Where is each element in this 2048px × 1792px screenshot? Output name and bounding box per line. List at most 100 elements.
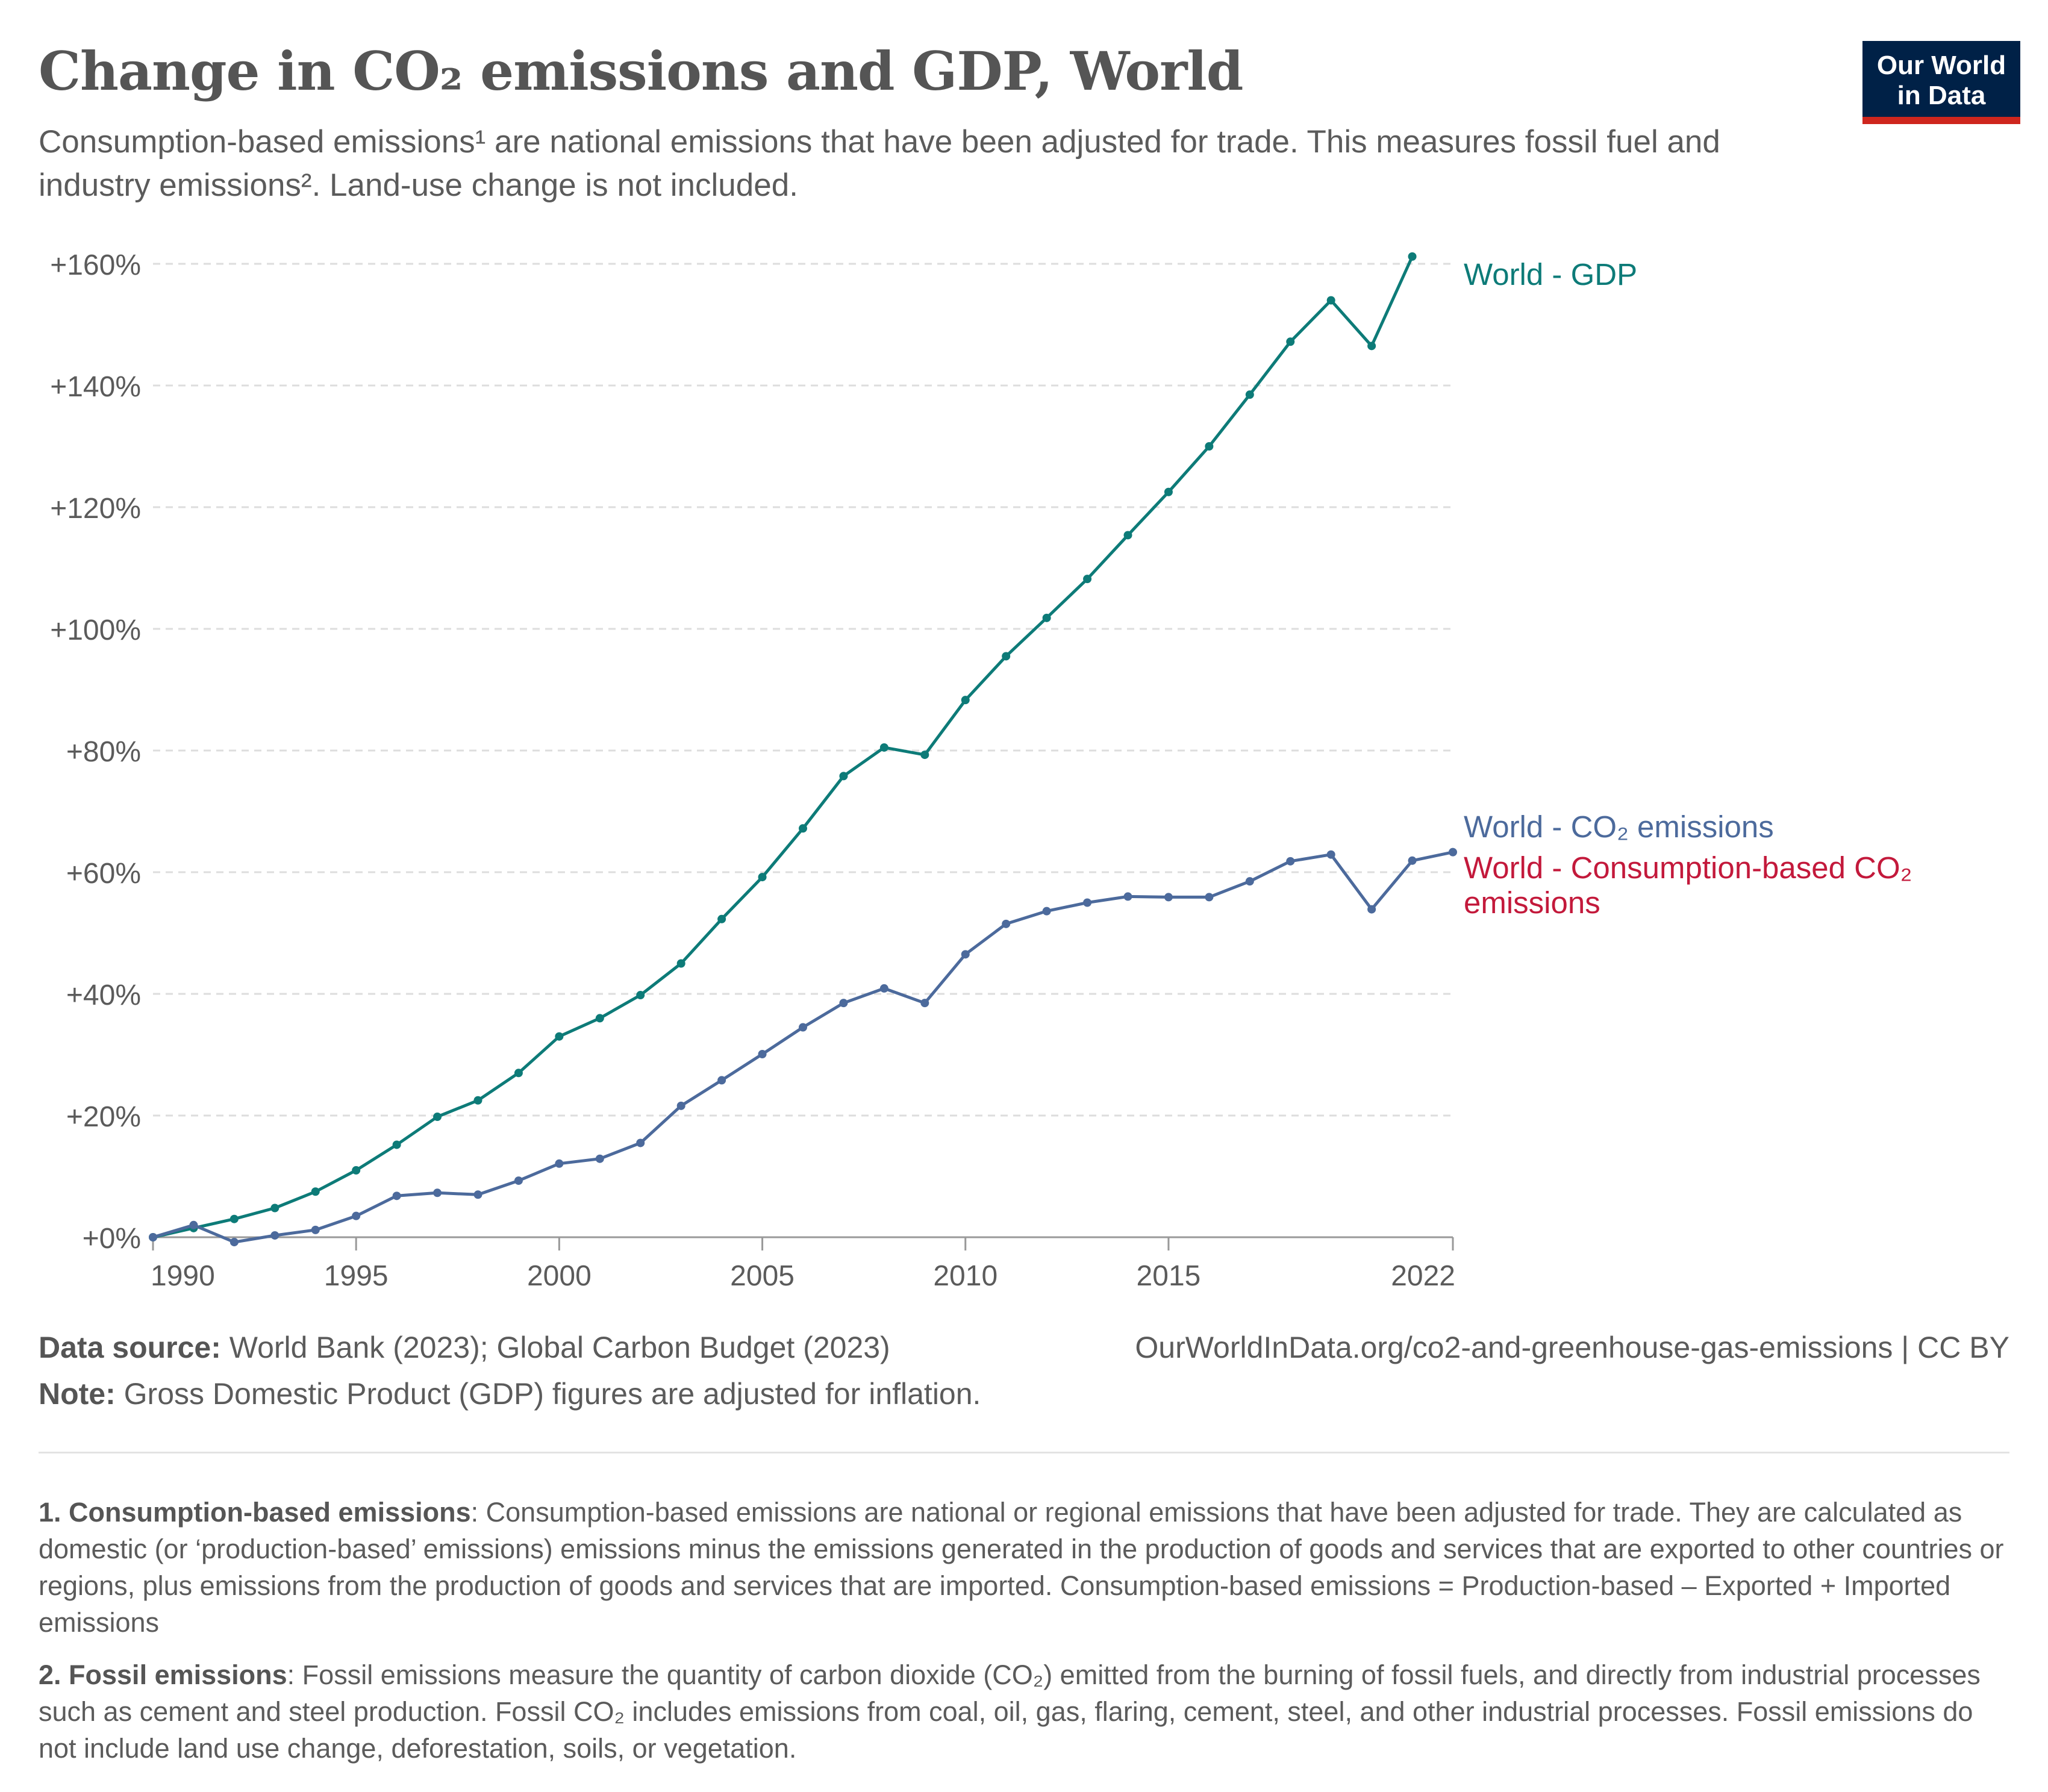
data-point-co2	[1408, 856, 1417, 865]
data-point-gdp	[1408, 252, 1417, 261]
data-point-co2	[270, 1231, 279, 1240]
logo-line-1: Our World	[1876, 51, 2006, 80]
x-tick-label: 2005	[730, 1260, 795, 1292]
data-source-text: World Bank (2023); Global Carbon Budget …	[220, 1331, 890, 1364]
data-point-co2	[1164, 893, 1173, 902]
data-point-co2	[799, 1023, 807, 1032]
note-label: Note:	[39, 1377, 116, 1411]
y-tick-label: +80%	[66, 736, 141, 768]
series-label-consumption-line2: emissions	[1464, 885, 1600, 920]
y-tick-label: +140%	[50, 371, 141, 403]
data-point-co2	[920, 999, 929, 1008]
series-labels: World - GDP World - CO₂ emissions World - …	[1464, 257, 1912, 920]
data-point-co2	[1123, 892, 1132, 901]
data-point-co2	[839, 999, 848, 1008]
footnote-1-text: : Consumption-based emissions are nation…	[39, 1497, 2004, 1638]
data-point-co2	[636, 1138, 645, 1147]
data-point-gdp	[920, 751, 929, 760]
footnote-fossil-emissions: 2. Fossil emissions: Fossil emissions me…	[39, 1656, 2009, 1767]
data-point-co2	[1245, 877, 1254, 886]
owid-logo[interactable]: Our World in Data	[1862, 41, 2020, 124]
y-tick-label: +20%	[66, 1101, 141, 1133]
data-point-gdp	[270, 1204, 279, 1213]
data-point-gdp	[636, 991, 645, 1000]
data-point-co2	[595, 1154, 604, 1163]
series-label-gdp: World - GDP	[1464, 257, 1637, 292]
data-point-co2	[514, 1176, 523, 1185]
data-point-co2	[1326, 850, 1335, 859]
series-line-gdp	[151, 255, 1414, 1239]
data-point-gdp	[961, 696, 970, 705]
data-point-co2	[433, 1188, 442, 1197]
data-point-gdp	[392, 1140, 401, 1149]
note-text: Gross Domestic Product (GDP) figures are…	[115, 1377, 981, 1411]
x-tick-label: 1995	[324, 1260, 389, 1292]
data-point-co2	[229, 1238, 239, 1247]
data-point-gdp	[1123, 531, 1132, 540]
data-point-gdp	[1002, 652, 1011, 661]
y-tick-label: +160%	[50, 249, 141, 281]
data-point-gdp	[879, 743, 888, 752]
data-point-gdp	[1367, 342, 1376, 351]
grid-lines	[153, 263, 1453, 1117]
data-point-gdp	[717, 914, 726, 923]
data-point-co2	[961, 950, 970, 959]
data-point-gdp	[1164, 487, 1173, 496]
data-point-gdp	[1245, 390, 1254, 399]
data-point-co2	[189, 1220, 198, 1229]
footnote-2-text: : Fossil emissions measure the quantity …	[39, 1659, 1981, 1764]
data-point-gdp	[1042, 613, 1051, 622]
data-point-gdp	[311, 1187, 320, 1196]
data-point-gdp	[1083, 575, 1092, 584]
chart-title: Change in CO₂ emissions and GDP, World	[39, 40, 1243, 102]
series-line-co2	[151, 851, 1455, 1244]
x-tick-label: 2000	[527, 1260, 592, 1292]
data-point-co2	[717, 1076, 726, 1085]
footnote-2-label: 2. Fossil emissions	[39, 1659, 287, 1690]
y-tick-label: +120%	[50, 493, 141, 525]
data-point-co2	[1449, 848, 1457, 857]
x-tick-label: 2015	[1137, 1260, 1201, 1292]
series-label-consumption-line1: World - Consumption-based CO₂	[1464, 851, 1912, 885]
data-point-gdp	[352, 1166, 361, 1175]
y-tick-label: +100%	[50, 614, 141, 646]
footnote-consumption-based: 1. Consumption-based emissions: Consumpt…	[39, 1494, 2009, 1641]
data-point-gdp	[799, 824, 807, 833]
data-point-co2	[311, 1225, 320, 1234]
chart-subtitle: Consumption-based emissions¹ are nationa…	[39, 124, 1720, 203]
data-point-co2	[1205, 893, 1214, 902]
data-point-gdp	[1286, 337, 1295, 346]
axes: +0% +20% +40% +60% +80% +100% +120% +140% +160% 1…	[50, 249, 1455, 1292]
data-point-gdp	[514, 1069, 523, 1078]
data-point-gdp	[555, 1032, 564, 1041]
y-tick-label: +0%	[83, 1223, 141, 1255]
data-point-gdp	[229, 1214, 239, 1223]
line-chart: +0% +20% +40% +60% +80% +100% +120% +140% +160% 1…	[50, 249, 1912, 1292]
data-source: Data source: World Bank (2023); Global C…	[39, 1330, 890, 1365]
chart-note: Note: Gross Domestic Product (GDP) figur…	[39, 1376, 981, 1411]
data-point-co2	[555, 1159, 564, 1168]
data-point-gdp	[595, 1014, 604, 1023]
data-point-gdp	[1205, 442, 1214, 451]
x-tick-label: 1990	[151, 1260, 215, 1292]
source-url-link[interactable]: OurWorldInData.org/co2-and-greenhouse-ga…	[1135, 1331, 2009, 1364]
data-point-gdp	[1326, 296, 1335, 305]
data-point-gdp	[473, 1096, 482, 1105]
data-point-gdp	[839, 772, 848, 781]
data-point-co2	[1367, 905, 1376, 914]
data-point-co2	[1042, 907, 1051, 916]
data-point-co2	[879, 984, 888, 993]
data-point-co2	[392, 1191, 401, 1200]
data-point-co2	[758, 1049, 767, 1058]
data-point-gdp	[433, 1113, 442, 1122]
series-lines	[149, 252, 1457, 1247]
data-source-label: Data source:	[39, 1331, 221, 1364]
data-point-co2	[473, 1190, 482, 1199]
data-point-co2	[1002, 919, 1011, 928]
y-tick-label: +60%	[66, 858, 141, 890]
data-point-co2	[1286, 857, 1295, 866]
data-point-gdp	[676, 959, 685, 968]
logo-line-2: in Data	[1897, 81, 1986, 110]
data-point-co2	[676, 1101, 685, 1110]
y-tick-label: +40%	[66, 979, 141, 1011]
